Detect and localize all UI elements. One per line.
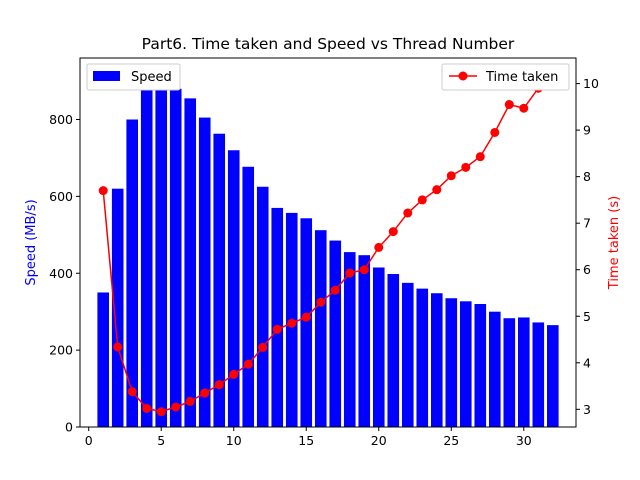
legend-time-marker [458, 71, 468, 81]
time-point [359, 265, 369, 275]
speed-bar [271, 207, 284, 427]
time-point [200, 388, 210, 398]
time-point [98, 186, 108, 196]
y-right-tick-label: 4 [583, 355, 591, 370]
speed-bar [97, 292, 110, 427]
y-left-tick-label: 200 [49, 343, 73, 358]
time-point [374, 242, 384, 252]
speed-bar [155, 77, 168, 427]
legend-time-frame [441, 63, 570, 91]
speed-bar [474, 304, 487, 427]
y-left-tick-label: 600 [49, 189, 73, 204]
speed-bar [372, 267, 385, 427]
time-point [185, 396, 195, 406]
speed-bar [430, 293, 443, 427]
speed-bar [401, 282, 414, 427]
time-point [490, 127, 500, 137]
time-point [388, 227, 398, 237]
x-tick-label: 20 [371, 433, 387, 448]
speed-bar [416, 288, 429, 427]
time-point [301, 312, 311, 322]
time-point [316, 297, 326, 307]
speed-bar [546, 325, 559, 427]
speed-bar [343, 252, 356, 427]
speed-bar [184, 98, 197, 427]
time-point [142, 403, 152, 413]
legend-speed: Speed [86, 63, 181, 91]
axes: 0 5 10 15 20 25 30 0 200 400 600 800 3 4 5 6 7 8 9 10 [49, 57, 599, 448]
y-left-tick-label: 800 [49, 112, 73, 127]
time-point [258, 342, 268, 352]
speed-bar [300, 218, 313, 427]
y-right-tick-label: 3 [583, 402, 591, 417]
speed-bar [358, 255, 371, 427]
speed-bar [213, 133, 226, 428]
speed-bar [198, 117, 211, 427]
speed-bars [97, 77, 559, 428]
chart-title: Part6. Time taken and Speed vs Thread Nu… [142, 35, 515, 53]
time-point [229, 369, 239, 379]
time-point [156, 407, 166, 417]
y-right-tick-label: 7 [583, 216, 591, 231]
time-point [171, 402, 181, 412]
x-tick-label: 15 [298, 433, 314, 448]
time-point [243, 359, 253, 369]
time-line [98, 72, 558, 417]
time-point [113, 342, 123, 352]
y-left-tick-label: 0 [65, 420, 73, 435]
legend-speed-frame [86, 63, 181, 91]
speed-bar [242, 166, 255, 427]
speed-bar [532, 322, 545, 427]
speed-bar [503, 318, 516, 427]
time-point [403, 208, 413, 218]
legend-speed-label: Speed [131, 70, 172, 85]
speed-bar [314, 230, 327, 427]
x-tick-label: 30 [516, 433, 532, 448]
time-point [461, 162, 471, 172]
time-point [214, 380, 224, 390]
plot-frame [79, 57, 577, 428]
y-right-tick-label: 10 [583, 76, 599, 91]
time-point [330, 285, 340, 295]
time-point [345, 268, 355, 278]
y-axis-left-label: Speed (MB/s) [24, 199, 39, 285]
time-point [417, 195, 427, 205]
legend-time-label: Time taken [485, 70, 558, 85]
time-point [475, 152, 485, 162]
speed-bar [488, 311, 501, 427]
time-point [287, 318, 297, 328]
speed-bar [126, 119, 139, 427]
time-point [519, 103, 529, 113]
speed-bar [256, 186, 269, 427]
y-axis-right-label: Time taken (s) [607, 196, 622, 290]
speed-bar [517, 317, 530, 427]
x-tick-label: 10 [226, 433, 242, 448]
speed-bar [387, 274, 400, 427]
speed-bar [140, 82, 153, 427]
y-right-tick-label: 5 [583, 309, 591, 324]
time-point [504, 100, 514, 110]
time-point [432, 185, 442, 195]
legend-time: Time taken [441, 63, 570, 91]
time-point [446, 171, 456, 181]
speed-bar [111, 188, 124, 427]
time-point [127, 387, 137, 397]
y-right-tick-label: 8 [583, 169, 591, 184]
y-right-tick-label: 6 [583, 262, 591, 277]
y-left-tick-label: 400 [49, 266, 73, 281]
speed-bar [445, 298, 458, 427]
y-right-tick-label: 9 [583, 123, 591, 138]
legend-speed-swatch [93, 71, 120, 81]
x-tick-label: 25 [443, 433, 459, 448]
speed-bar [459, 301, 472, 427]
speed-bar [329, 240, 342, 427]
speed-bar [169, 88, 182, 427]
time-point [272, 324, 282, 334]
x-tick-label: 5 [157, 433, 165, 448]
x-tick-label: 0 [85, 433, 93, 448]
speed-bar [227, 150, 240, 427]
